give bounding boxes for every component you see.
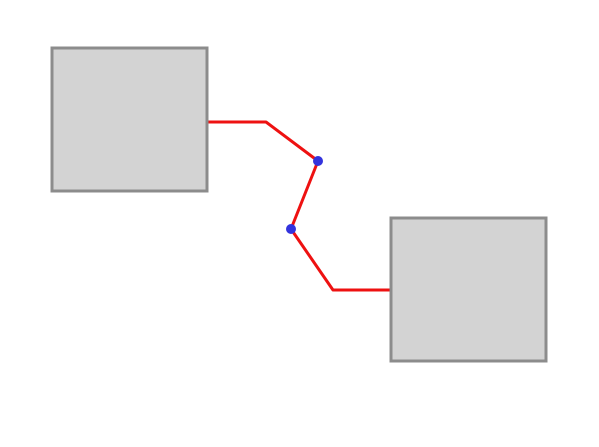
node-b[interactable]: [389, 216, 548, 363]
node-a-box[interactable]: [50, 46, 209, 193]
connector-bend-handle-1[interactable]: [313, 156, 323, 166]
connector-line[interactable]: [207, 120, 391, 292]
connector-bend-handle-2[interactable]: [286, 224, 296, 234]
node-a[interactable]: [50, 46, 209, 193]
node-b-box[interactable]: [389, 216, 548, 363]
